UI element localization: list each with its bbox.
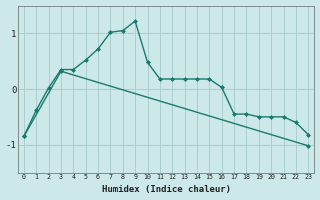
X-axis label: Humidex (Indice chaleur): Humidex (Indice chaleur): [101, 185, 231, 194]
